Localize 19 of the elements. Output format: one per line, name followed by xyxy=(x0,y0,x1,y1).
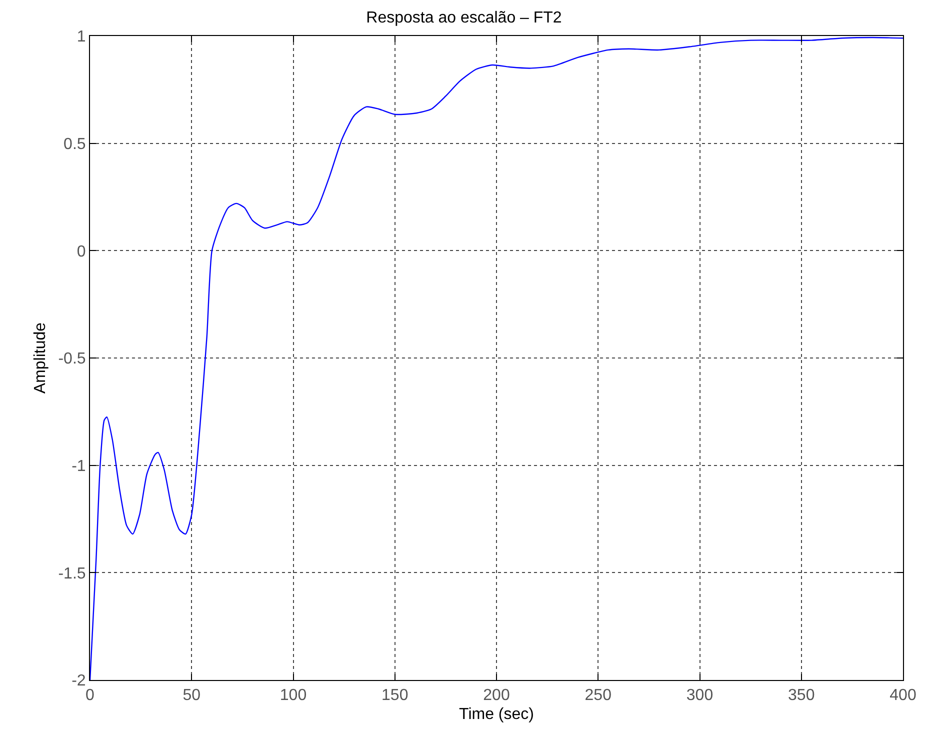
y-tick-label: 1 xyxy=(76,28,86,46)
y-tick-label: -1 xyxy=(72,458,86,475)
x-tick-label: 350 xyxy=(788,687,815,704)
chart-title: Resposta ao escalão – FT2 xyxy=(366,9,562,26)
x-tick-label: 400 xyxy=(890,687,916,704)
x-tick-label: 50 xyxy=(182,687,201,704)
y-tick-label: -0.5 xyxy=(58,350,86,368)
y-tick-label: -2 xyxy=(72,672,86,690)
x-tick-label: 100 xyxy=(280,687,307,704)
x-tick-label: 150 xyxy=(382,687,408,704)
x-tick-label: 300 xyxy=(686,687,714,704)
x-axis-title: Time (sec) xyxy=(459,706,534,723)
x-tick-label: 200 xyxy=(483,687,510,704)
y-tick-label: 0.5 xyxy=(64,136,86,153)
line-series xyxy=(90,36,903,680)
y-tick-label: -1.5 xyxy=(58,565,86,582)
y-tick-label: 0 xyxy=(76,243,86,260)
y-axis-title: Amplitude xyxy=(32,322,50,394)
x-tick-label: 250 xyxy=(584,687,612,704)
